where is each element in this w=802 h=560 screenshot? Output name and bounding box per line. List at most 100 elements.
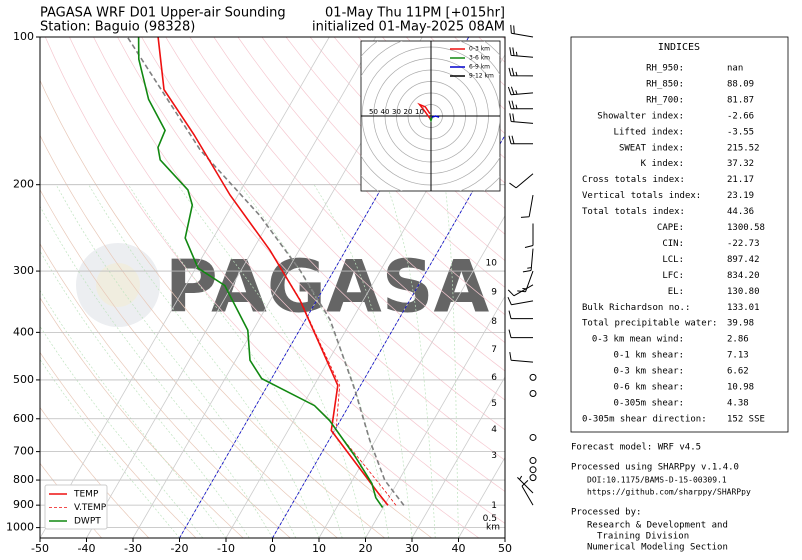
index-value: 37.32 [727,159,754,169]
index-label: RH_700: [646,95,684,105]
hodograph-legend-label: 3-6 km [469,55,490,62]
legend-label: DWPT [74,517,101,527]
y-tick-label: 300 [13,264,34,277]
hodograph-ring-label: 50 [369,108,378,116]
index-label: 0-6 km shear: [614,383,684,393]
footer-text: DOI:10.1175/BAMS-D-15-00309.1 [587,476,727,485]
height-label: 7 [491,345,497,355]
index-value: 39.98 [727,319,754,329]
moist-adiabat [40,358,180,538]
wind-barbs [507,24,537,506]
indices-title: INDICES [658,42,700,53]
chart-subtitle: Station: Baguio (98328) [40,20,195,35]
legend-label: TEMP [73,490,99,500]
wind-barb [509,173,534,189]
footer-text: Processed using SHARPpy v.1.4.0 [571,463,739,473]
x-tick-label: 50 [498,542,512,555]
dry-adiabat [69,37,505,524]
dry-adiabat [213,37,505,344]
isotherm-grid [40,37,330,538]
plot-area [40,37,505,538]
footer-text: Research & Development and [587,521,728,531]
x-tick-label: -40 [78,542,96,555]
x-tick-label: -20 [171,542,189,555]
x-tick-label: -10 [217,542,235,555]
index-label: RH_850: [646,79,684,89]
legend-box [44,484,108,530]
moist-adiabat [386,184,436,538]
footer-text: Training Division [597,532,689,542]
isotherm-grid [318,215,505,538]
y-tick-label: 100 [13,30,34,43]
dry-adiabat [44,37,480,538]
hodograph-line [429,116,433,123]
moist-adiabat [239,184,390,538]
dry-adiabat [40,188,339,538]
index-label: Lifted index: [614,127,684,137]
wind-barb [507,284,534,297]
index-label: CIN: [662,239,684,249]
wind-barb [509,352,534,363]
wind-barb [509,47,534,58]
wind-barb [521,480,534,506]
wind-barb [509,113,534,124]
x-tick-label: -50 [31,542,49,555]
y-tick-label: 200 [13,178,34,191]
x-tick-label: 0 [269,542,276,555]
wind-barb [508,100,534,110]
height-label: 6 [491,373,497,383]
hodograph-ring-label: 40 [381,108,390,116]
dry-adiabat [117,37,505,461]
wind-barb [520,194,534,218]
wind-barb-calm [529,390,537,398]
index-label: LCL: [662,255,684,265]
hodograph-ring-label: 10 [415,108,424,116]
wind-barb [517,475,534,494]
wind-barb [508,329,534,339]
index-value: 6.62 [727,367,749,377]
index-label: Cross totals index: [582,175,685,185]
index-value: 81.87 [727,95,754,105]
wind-barb [510,24,534,38]
height-unit: km [486,523,500,533]
index-label: EL: [668,287,684,297]
hodograph-line [431,115,440,118]
height-label: 3 [491,451,497,461]
hodograph-legend-label: 6-9 km [469,64,490,71]
hodograph-legend-label: 9-12 km [469,73,494,80]
index-value: 215.52 [727,143,760,153]
index-value: 4.38 [727,398,749,408]
index-value: 23.19 [727,191,754,201]
moist-adiabat [88,184,320,538]
logo-watermark [96,263,140,307]
moist-adiabat [55,184,297,538]
y-tick-label: 1000 [6,521,34,534]
index-label: 0-3 km mean wind: [592,335,684,345]
indices-table: RH_950: nan RH_850: 88.09 RH_700: 81.87 Showal… [582,64,765,425]
dry-adiabat [93,37,505,492]
indices-panel [570,36,789,433]
index-value: 152 SSE [727,414,765,424]
index-value: -2.66 [727,111,754,121]
dry-adiabat [285,37,505,262]
hodograph-ring-label: 20 [404,108,413,116]
index-value: 2.86 [727,335,749,345]
dry-adiabat [40,297,244,538]
moist-adiabat [128,184,343,538]
index-label: 0-3 km shear: [614,367,684,377]
dry-adiabat [40,79,433,538]
index-value: 130.80 [727,287,760,297]
hodograph-line [417,102,431,119]
dry-adiabat [189,37,505,372]
index-label: 0-1 km shear: [614,351,684,361]
wind-barb [524,223,534,249]
y-tick-label: 800 [13,473,34,486]
isotherm-grid [411,376,505,538]
height-label: 9 [491,288,497,298]
index-label: Total totals index: [582,207,685,217]
index-value: nan [727,64,743,74]
height-label: 8 [491,317,497,327]
footer-text: Numerical Modeling Section [587,543,728,553]
wind-barb [508,310,534,320]
